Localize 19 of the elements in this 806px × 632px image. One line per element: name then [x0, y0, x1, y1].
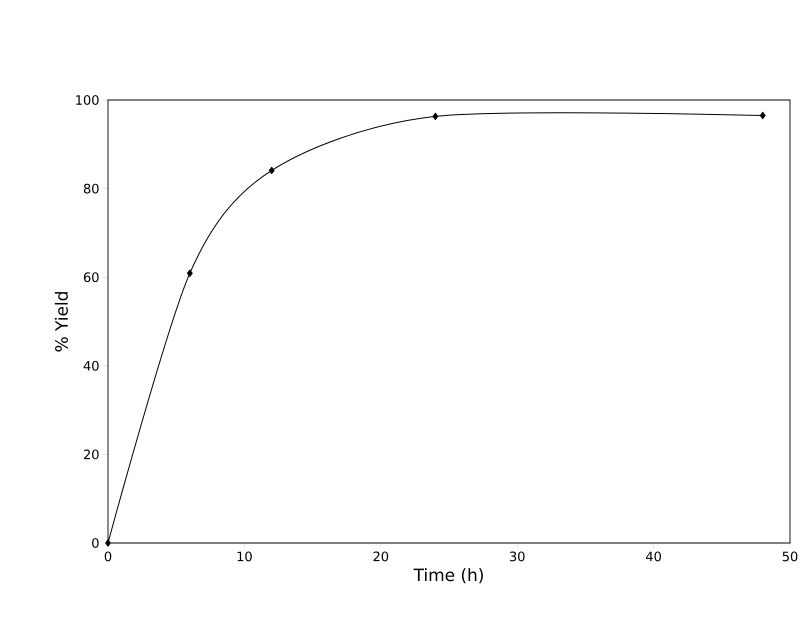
y-tick-label: 100 — [76, 95, 99, 105]
y-tick-label: 80 — [84, 184, 99, 194]
point — [268, 166, 275, 174]
y-tick-label: 20 — [84, 450, 99, 460]
x-tick-label: 0 — [104, 552, 112, 562]
point — [105, 539, 111, 547]
point — [760, 112, 766, 120]
y-tick-label: 40 — [84, 360, 99, 371]
x-tick-label: 10 — [238, 552, 252, 562]
point — [186, 270, 193, 277]
x-tick-label: 40 — [646, 552, 661, 562]
y-tick-label: 60 — [84, 272, 99, 282]
y-tick-label: 0 — [92, 538, 99, 548]
x-axis-title: Time (h) — [414, 568, 483, 584]
x-tick-label: 30 — [510, 552, 525, 562]
x-tick-label: 20 — [374, 552, 388, 562]
y-axis-title: % Yield — [54, 292, 68, 352]
point — [432, 112, 438, 120]
x-tick-label: 50 — [782, 552, 798, 562]
